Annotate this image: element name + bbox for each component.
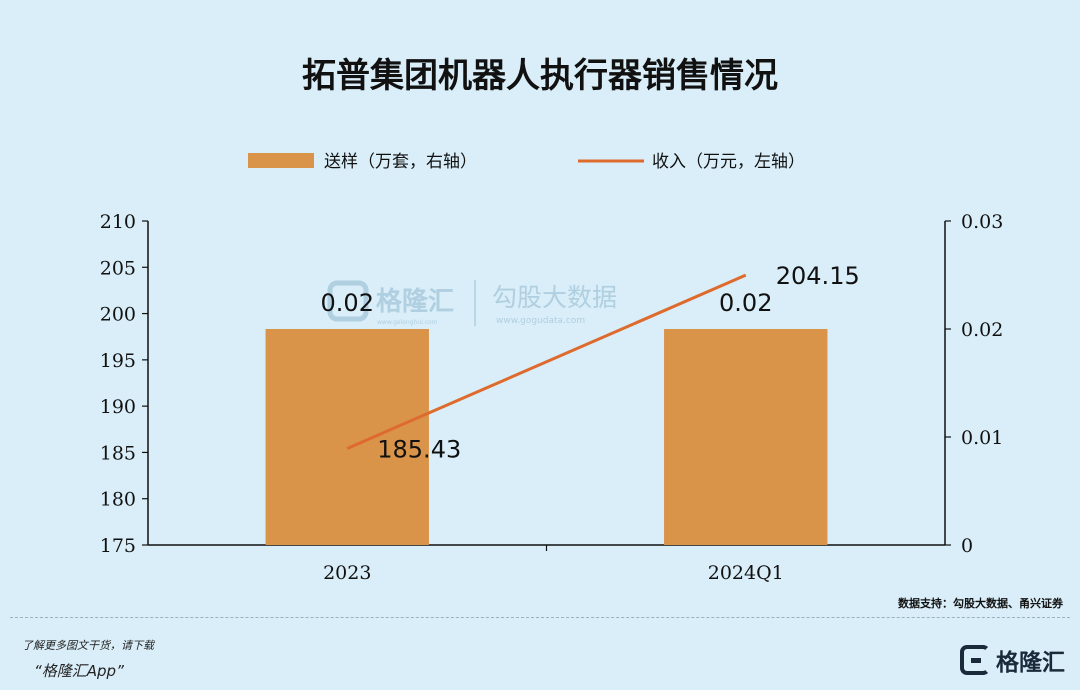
- right-tick-label: 0.03: [961, 211, 1003, 233]
- right-tick-label: 0.01: [961, 427, 1003, 449]
- promo-app-name: “格隆汇App”: [34, 662, 124, 680]
- left-tick-label: 190: [100, 396, 136, 418]
- watermark: 格隆汇 www.gelonghui.com 勾股大数据 www.gogudata…: [327, 280, 617, 326]
- logo-icon: [960, 645, 990, 675]
- watermark-brand1: 格隆汇: [376, 286, 454, 317]
- footer-logo[interactable]: 格隆汇: [960, 642, 1068, 678]
- footer-divider: [10, 617, 1070, 618]
- bar-data-label: 0.02: [719, 289, 772, 317]
- legend-line-label: 收入（万元，左轴）: [652, 152, 805, 172]
- x-tick-label: 2023: [323, 562, 371, 584]
- left-tick-label: 180: [100, 489, 136, 511]
- promo-text: 了解更多图文干货，请下载: [22, 639, 154, 652]
- left-tick-label: 205: [100, 257, 136, 279]
- chart-title: 拓普集团机器人执行器销售情况: [302, 56, 778, 96]
- legend-bar-swatch: [248, 153, 314, 168]
- watermark-brand2: 勾股大数据: [492, 283, 617, 312]
- plot-area: 175 180 185 190 195 200 205 210 0 0.01 0.02 0.03 202…: [100, 211, 1004, 584]
- bar: [265, 329, 429, 545]
- left-tick-label: 175: [100, 535, 136, 557]
- left-tick-label: 200: [100, 304, 136, 326]
- source-note: 数据支持：勾股大数据、甬兴证券: [898, 596, 1064, 610]
- legend-bar-label: 送样（万套，右轴）: [324, 152, 477, 172]
- x-tick-label: 2024Q1: [708, 562, 784, 584]
- line-data-label: 185.43: [377, 435, 461, 463]
- footer-logo-text: 格隆汇: [996, 650, 1065, 676]
- legend: 送样（万套，右轴） 收入（万元，左轴）: [248, 152, 805, 172]
- right-tick-label: 0: [961, 535, 973, 557]
- line-data-label: 204.15: [776, 262, 860, 290]
- bar-data-label: 0.02: [321, 289, 374, 317]
- watermark-logo-icon: [327, 280, 369, 322]
- bar: [664, 329, 828, 545]
- watermark-brand2-url: www.gogudata.com: [496, 316, 585, 326]
- left-tick-label: 185: [100, 442, 136, 464]
- right-tick-label: 0.02: [961, 319, 1003, 341]
- watermark-brand1-url: www.gelonghui.com: [377, 319, 438, 326]
- left-tick-label: 210: [100, 211, 136, 233]
- revenue-line: [346, 273, 747, 450]
- left-tick-label: 195: [100, 350, 136, 372]
